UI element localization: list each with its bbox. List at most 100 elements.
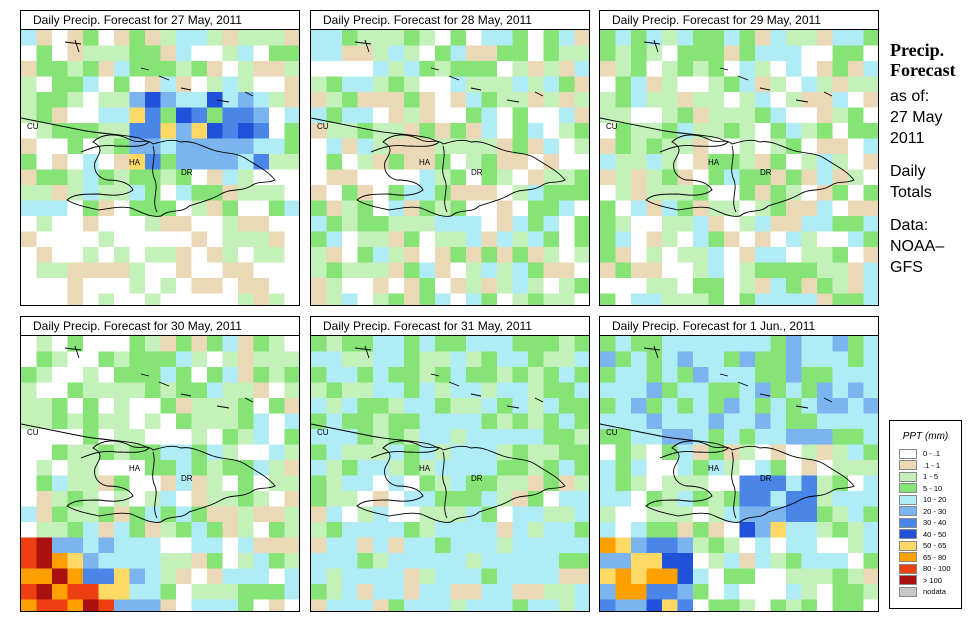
precip-cell <box>631 169 648 186</box>
precip-cell <box>662 336 679 353</box>
precip-cell <box>497 231 514 248</box>
precip-cell <box>832 200 849 217</box>
precip-cell <box>114 76 131 93</box>
precip-cell <box>326 522 343 539</box>
precip-cell <box>786 154 803 171</box>
precip-cell <box>207 475 224 492</box>
coastline <box>311 423 440 459</box>
precip-cell <box>770 61 787 78</box>
coastline <box>66 134 276 217</box>
precip-cell <box>98 169 115 186</box>
precip-cell <box>357 568 374 585</box>
precip-cell <box>83 185 100 202</box>
precip-cell <box>435 169 452 186</box>
precip-cell <box>559 398 576 415</box>
precip-cell <box>52 599 69 611</box>
precip-cell <box>222 200 239 217</box>
precip-cell <box>435 92 452 109</box>
precip-cell <box>662 522 679 539</box>
precip-cell <box>404 351 421 368</box>
precip-cell <box>832 351 849 368</box>
precip-cell <box>466 460 483 477</box>
precip-cell <box>497 336 514 353</box>
precip-cell <box>863 169 878 186</box>
precip-cell <box>326 200 343 217</box>
precip-cell <box>817 200 834 217</box>
precip-cell <box>21 262 38 279</box>
precip-cell <box>419 336 436 353</box>
precip-cell <box>67 61 84 78</box>
precip-cell <box>98 491 115 508</box>
precip-cell <box>512 30 529 47</box>
precip-cell <box>388 262 405 279</box>
precip-cell <box>435 522 452 539</box>
precip-cell <box>466 30 483 47</box>
precip-cell <box>98 154 115 171</box>
precip-cell <box>160 185 177 202</box>
precip-cell <box>357 45 374 62</box>
precip-cell <box>497 61 514 78</box>
precip-cell <box>574 293 589 305</box>
precip-cell <box>191 367 208 384</box>
precip-cell <box>466 76 483 93</box>
precip-cell <box>269 429 286 446</box>
precip-cell <box>646 247 663 264</box>
precip-cell <box>342 45 359 62</box>
precip-cell <box>21 247 38 264</box>
precip-cell <box>388 92 405 109</box>
precip-cell <box>207 76 224 93</box>
precip-cell <box>497 599 514 611</box>
precip-cell <box>786 92 803 109</box>
precip-cell <box>357 231 374 248</box>
precip-cell <box>693 351 710 368</box>
precip-cell <box>129 45 146 62</box>
precip-cell <box>269 413 286 430</box>
precip-cell <box>129 154 146 171</box>
precip-cell <box>284 553 299 570</box>
precip-cell <box>207 553 224 570</box>
precip-cell <box>677 61 694 78</box>
precip-cell <box>357 537 374 554</box>
precip-cell <box>574 398 589 415</box>
precip-cell <box>755 200 772 217</box>
precip-cell <box>848 61 865 78</box>
precip-cell <box>176 92 193 109</box>
precip-cell <box>615 92 632 109</box>
precip-cell <box>770 123 787 140</box>
precip-cell <box>253 138 270 155</box>
precip-cell <box>419 247 436 264</box>
precip-cell <box>52 413 69 430</box>
precip-cell <box>326 247 343 264</box>
precip-cell <box>466 475 483 492</box>
precip-cell <box>83 123 100 140</box>
precip-cell <box>419 584 436 601</box>
precip-cell <box>615 367 632 384</box>
precip-cell <box>419 568 436 585</box>
precip-cell <box>662 107 679 124</box>
precip-cell <box>863 367 878 384</box>
precip-cell <box>67 200 84 217</box>
precip-cell <box>207 444 224 461</box>
precip-cell <box>373 262 390 279</box>
precip-cell <box>863 522 878 539</box>
precip-cell <box>863 92 878 109</box>
precip-cell <box>373 107 390 124</box>
precip-cell <box>512 429 529 446</box>
precip-cell <box>207 45 224 62</box>
precip-cell <box>450 185 467 202</box>
precip-cell <box>739 475 756 492</box>
precip-cell <box>770 200 787 217</box>
precip-cell <box>817 216 834 233</box>
precip-cell <box>52 107 69 124</box>
precip-cell <box>21 30 38 47</box>
precip-cell <box>311 413 328 430</box>
precip-cell <box>388 584 405 601</box>
precip-cell <box>207 293 224 305</box>
precip-cell <box>739 568 756 585</box>
precip-cell <box>739 398 756 415</box>
precip-cell <box>357 76 374 93</box>
precip-cell <box>284 247 299 264</box>
precip-cell <box>238 568 255 585</box>
precip-cell <box>739 584 756 601</box>
precip-cell <box>724 61 741 78</box>
